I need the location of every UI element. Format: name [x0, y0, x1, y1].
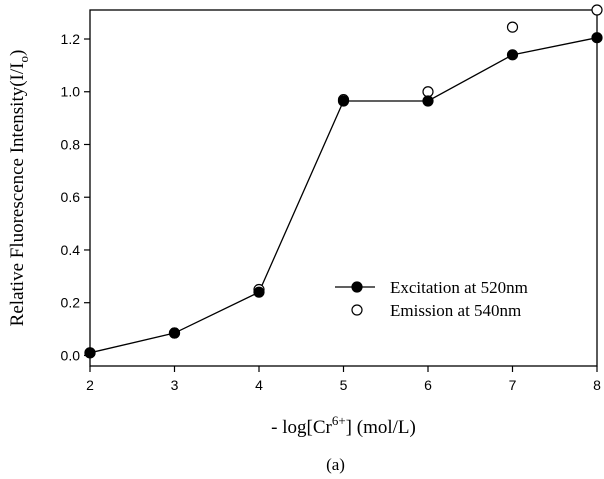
x-tick-label: 4	[255, 377, 263, 393]
figure-caption: (a)	[326, 455, 345, 474]
y-axis-title: Relative Fluorescence Intensity(I/Io)	[7, 50, 31, 327]
x-tick-label: 7	[509, 377, 517, 393]
excitation-point	[422, 95, 434, 107]
excitation-point	[506, 49, 519, 61]
x-tick-label: 8	[593, 377, 601, 393]
excitation-point	[337, 95, 350, 107]
emission-point	[422, 86, 434, 98]
excitation-point	[84, 347, 96, 359]
y-axis-ticks: 0.0 0.2 0.4 0.6 0.8 1.0 1.2	[61, 31, 90, 363]
y-tick-label: 1.2	[61, 31, 81, 47]
y-tick-label: 0.0	[61, 347, 81, 363]
legend: Excitation at 520nm Emission at 540nm	[335, 278, 528, 320]
series-layer	[84, 4, 603, 359]
emission-point	[506, 21, 519, 33]
excitation-legend-label: Excitation at 520nm	[390, 278, 528, 297]
emission-point	[591, 4, 603, 16]
x-tick-label: 5	[340, 377, 348, 393]
emission-legend-marker	[351, 304, 363, 316]
y-tick-label: 1.0	[61, 84, 81, 100]
excitation-point	[253, 286, 265, 298]
y-tick-label: 0.6	[61, 189, 81, 205]
x-tick-label: 3	[171, 377, 179, 393]
emission-legend-label: Emission at 540nm	[390, 301, 521, 320]
excitation-point	[168, 327, 181, 339]
excitation-point	[591, 32, 603, 44]
x-axis-title: - log[Cr6+] (mol/L)	[271, 413, 416, 438]
x-tick-label: 2	[86, 377, 94, 393]
x-axis-ticks: 2 3 4 5 6 7 8	[86, 366, 601, 393]
x-tick-label: 6	[424, 377, 432, 393]
y-tick-label: 0.8	[61, 136, 81, 152]
excitation-legend-marker	[351, 281, 363, 293]
y-tick-label: 0.4	[61, 242, 81, 258]
y-tick-label: 0.2	[61, 295, 81, 311]
